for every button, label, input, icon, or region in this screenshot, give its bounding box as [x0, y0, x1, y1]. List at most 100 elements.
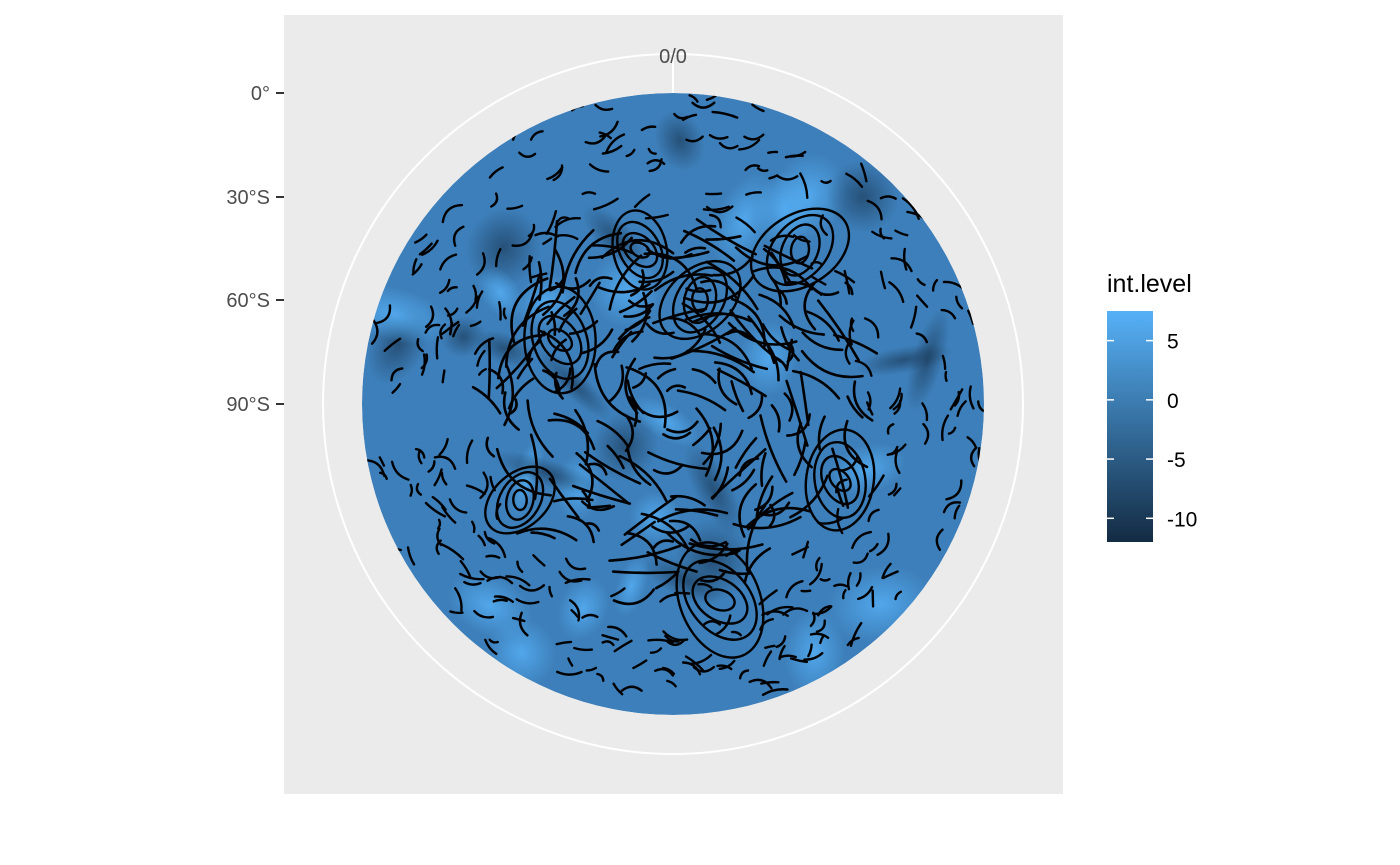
streamline — [441, 505, 457, 524]
streamline — [799, 172, 809, 199]
streamline — [854, 359, 873, 377]
streamline — [446, 286, 458, 293]
streamline — [438, 437, 449, 456]
streamline — [626, 443, 652, 486]
streamline — [581, 613, 599, 619]
streamline — [599, 120, 619, 138]
streamline — [668, 519, 702, 542]
streamline — [715, 614, 732, 635]
streamline — [695, 407, 714, 477]
streamline — [545, 210, 558, 235]
streamline — [644, 213, 669, 220]
streamline — [633, 193, 651, 208]
streamline — [922, 422, 930, 445]
streamline — [383, 337, 402, 352]
r-tick-label: 90°S — [226, 394, 270, 416]
streamline — [949, 388, 964, 411]
streamlines — [362, 93, 984, 696]
streamline — [770, 404, 781, 433]
streamline — [608, 254, 643, 311]
streamline — [452, 323, 461, 338]
r-tick-label: 30°S — [226, 187, 270, 209]
streamline — [618, 454, 668, 503]
streamline — [882, 570, 899, 580]
streamline — [805, 310, 840, 342]
legend-tick-label: 0 — [1167, 390, 1179, 413]
streamline — [471, 385, 502, 415]
streamline — [647, 451, 708, 471]
streamline — [842, 589, 847, 600]
streamline — [573, 646, 594, 652]
legend-ticks: 5 0 -5 -10 — [1107, 331, 1197, 531]
streamline — [860, 162, 868, 183]
streamline — [601, 640, 615, 647]
streamline — [652, 463, 684, 475]
streamline — [779, 223, 821, 277]
streamline — [893, 487, 902, 497]
streamline — [473, 609, 495, 619]
streamline — [523, 285, 597, 395]
streamline — [684, 655, 705, 672]
streamline — [621, 231, 659, 269]
streamline — [700, 332, 753, 370]
streamline — [420, 353, 427, 376]
streamline — [802, 540, 810, 559]
contour-blob — [654, 110, 705, 171]
streamline — [497, 333, 546, 380]
streamline — [748, 678, 773, 690]
streamline — [789, 150, 807, 158]
streamline — [743, 547, 772, 584]
streamline — [511, 616, 526, 623]
contour-blob — [855, 344, 953, 376]
contour-blob — [828, 443, 906, 495]
streamline — [625, 531, 658, 566]
streamline — [708, 133, 729, 140]
streamline — [440, 543, 465, 561]
streamline — [611, 330, 633, 359]
streamline — [547, 418, 596, 451]
streamline — [889, 387, 902, 410]
streamline — [953, 390, 961, 407]
streamline — [487, 367, 505, 395]
streamline — [475, 290, 484, 309]
contour-blob — [557, 576, 610, 641]
streamline — [488, 166, 504, 179]
streamline — [484, 465, 556, 535]
streamline — [711, 110, 739, 119]
streamline — [530, 299, 590, 381]
streamline — [813, 441, 867, 519]
streamline — [807, 643, 813, 658]
streamline — [654, 667, 675, 677]
streamline — [465, 295, 479, 314]
streamline — [789, 474, 829, 519]
streamline — [967, 309, 975, 325]
streamline — [570, 609, 579, 618]
streamline — [710, 448, 767, 499]
streamline — [893, 399, 902, 415]
streamline — [612, 588, 656, 606]
streamline — [580, 328, 614, 355]
contour-blob — [589, 252, 663, 328]
streamline — [846, 636, 860, 647]
streamline — [800, 349, 864, 379]
streamline — [557, 234, 579, 241]
streamline — [505, 575, 531, 587]
streamline — [747, 392, 764, 420]
streamline — [789, 657, 809, 664]
streamline — [808, 562, 823, 586]
streamline — [716, 664, 733, 671]
streamline — [705, 235, 742, 241]
streamline — [503, 363, 515, 427]
streamline — [819, 454, 861, 506]
streamline — [436, 518, 442, 530]
legend-tick-label: 5 — [1167, 331, 1179, 354]
streamline — [424, 305, 435, 328]
streamline — [625, 366, 667, 429]
streamline — [738, 138, 761, 151]
streamline — [624, 357, 639, 415]
streamline — [879, 270, 887, 290]
streamline — [606, 444, 625, 470]
streamline — [700, 429, 744, 456]
streamline — [879, 195, 897, 200]
streamline — [652, 307, 708, 325]
